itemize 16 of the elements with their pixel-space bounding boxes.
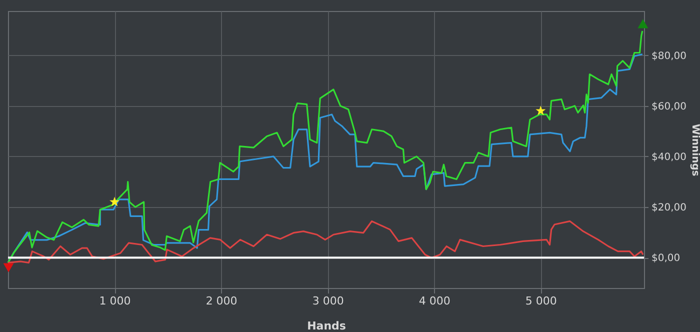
y-axis-title: Winnings xyxy=(689,124,700,176)
x-tick-label: 3 000 xyxy=(312,294,344,308)
y-tick-label: $20,00 xyxy=(652,202,686,214)
y-tick-label: $80,00 xyxy=(652,50,686,62)
point xyxy=(3,263,14,272)
point xyxy=(536,106,546,116)
x-tick-label: 1 000 xyxy=(99,294,131,308)
y-tick-label: $40,00 xyxy=(652,152,686,163)
point xyxy=(638,19,648,28)
y-tick-label: $0,00 xyxy=(652,253,680,264)
point xyxy=(110,196,120,206)
x-tick-label: 2 000 xyxy=(206,294,238,308)
x-tick-label: 5 000 xyxy=(525,294,557,308)
x-tick-label: 4 000 xyxy=(418,294,450,308)
x-axis-title: Hands xyxy=(307,320,346,332)
y-tick-label: $60,00 xyxy=(652,101,686,112)
